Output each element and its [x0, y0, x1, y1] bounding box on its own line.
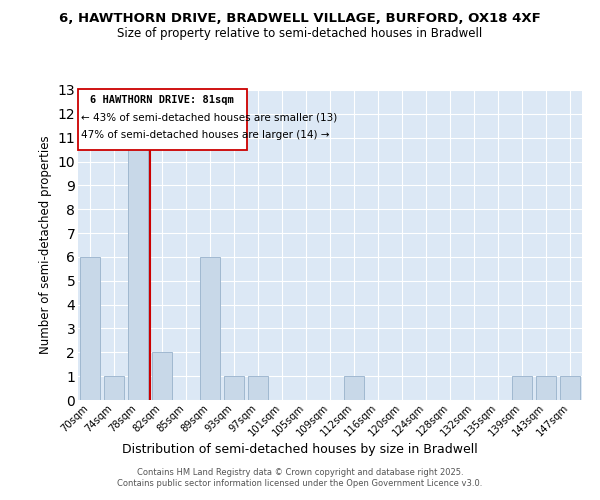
Text: Contains HM Land Registry data © Crown copyright and database right 2025.
Contai: Contains HM Land Registry data © Crown c…	[118, 468, 482, 487]
Bar	[344, 376, 364, 400]
Text: Size of property relative to semi-detached houses in Bradwell: Size of property relative to semi-detach…	[118, 28, 482, 40]
Bar	[248, 376, 268, 400]
Bar	[128, 138, 148, 400]
Bar	[560, 376, 580, 400]
Bar	[536, 376, 556, 400]
Text: 6, HAWTHORN DRIVE, BRADWELL VILLAGE, BURFORD, OX18 4XF: 6, HAWTHORN DRIVE, BRADWELL VILLAGE, BUR…	[59, 12, 541, 26]
Text: 47% of semi-detached houses are larger (14) →: 47% of semi-detached houses are larger (…	[82, 130, 330, 140]
Text: ← 43% of semi-detached houses are smaller (13): ← 43% of semi-detached houses are smalle…	[82, 112, 338, 122]
Bar	[80, 257, 100, 400]
Bar	[152, 352, 172, 400]
Y-axis label: Number of semi-detached properties: Number of semi-detached properties	[39, 136, 52, 354]
Bar	[104, 376, 124, 400]
Text: Distribution of semi-detached houses by size in Bradwell: Distribution of semi-detached houses by …	[122, 442, 478, 456]
Text: 6 HAWTHORN DRIVE: 81sqm: 6 HAWTHORN DRIVE: 81sqm	[90, 95, 234, 105]
Bar	[200, 257, 220, 400]
Bar	[224, 376, 244, 400]
Bar	[512, 376, 532, 400]
Bar	[79, 89, 247, 150]
